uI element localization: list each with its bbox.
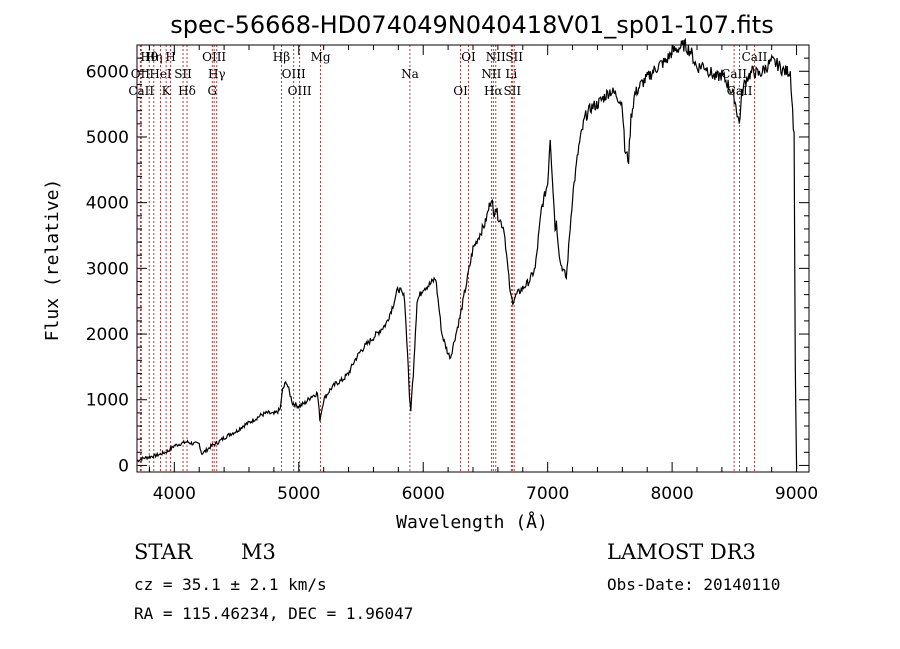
line-label: HeI	[149, 67, 172, 81]
x-tick-label: 9000	[775, 484, 818, 504]
line-label: Hγ	[208, 67, 226, 81]
line-label: Hβ	[273, 50, 290, 64]
line-label: CaII	[727, 84, 753, 98]
object-class: STAR	[134, 540, 193, 564]
line-label: SII	[503, 84, 521, 98]
line-label: CaII	[721, 67, 747, 81]
observation-date: Obs-Date: 20140110	[607, 575, 781, 594]
line-label: CaII	[742, 50, 768, 64]
line-label: Hδ	[178, 84, 196, 98]
line-label: Hα	[484, 84, 503, 98]
line-label: SII	[174, 67, 192, 81]
y-tick-label: 4000	[86, 194, 129, 214]
x-tick-label: 6000	[402, 484, 445, 504]
spectral-line-markers	[139, 45, 755, 472]
line-label: Li	[505, 67, 517, 81]
line-label: OI	[453, 84, 468, 98]
x-tick-label: 8000	[650, 484, 693, 504]
y-axis-label: Flux (relative)	[42, 179, 63, 342]
coordinates: RA = 115.46234, DEC = 1.96047	[134, 604, 414, 623]
line-label: Hθ	[140, 50, 158, 64]
line-label: G	[207, 84, 217, 98]
line-label: OI	[461, 50, 476, 64]
line-label: K	[162, 84, 172, 98]
plot-frame	[136, 44, 810, 473]
x-tick-label: 4000	[153, 484, 196, 504]
line-label: Na	[401, 67, 419, 81]
chart-title: spec-56668-HD074049N040418V01_sp01-107.f…	[170, 11, 773, 39]
y-tick-label: 0	[118, 456, 129, 476]
x-tick-label: 5000	[277, 484, 320, 504]
spectral-line-labels: Hθ OII CaII Hη HeI K H SII Hδ OIII Hγ G Hβ OIII OIII Mg…	[128, 50, 767, 98]
spectrum-line	[136, 37, 798, 469]
survey-name: LAMOST DR3	[607, 540, 756, 564]
line-label: Mg	[311, 50, 331, 64]
line-label: SII	[505, 50, 523, 64]
line-label: Hη	[145, 50, 163, 64]
y-tick-label: 2000	[86, 325, 129, 345]
y-tick-label: 5000	[86, 128, 129, 148]
line-label: H	[165, 50, 175, 64]
y-axis-ticks: 0 1000 2000 3000 4000 5000 6000	[86, 57, 809, 476]
y-tick-label: 3000	[86, 259, 129, 279]
line-label: OII	[131, 67, 151, 81]
x-axis-label: Wavelength (Å)	[396, 511, 548, 533]
line-label: CaII	[128, 84, 154, 98]
y-tick-label: 1000	[86, 391, 129, 411]
x-axis-ticks: 4000 5000 6000 7000 8000 9000	[148, 45, 818, 504]
line-label: OIII	[282, 67, 306, 81]
line-label: OIII	[202, 50, 226, 64]
y-tick-label: 6000	[86, 62, 129, 82]
object-subclass: M3	[241, 540, 276, 564]
redshift-value: cz = 35.1 ± 2.1 km/s	[134, 575, 327, 594]
x-tick-label: 7000	[526, 484, 569, 504]
line-label: NII	[486, 50, 506, 64]
line-label: OIII	[288, 84, 312, 98]
line-label: NII	[481, 67, 501, 81]
